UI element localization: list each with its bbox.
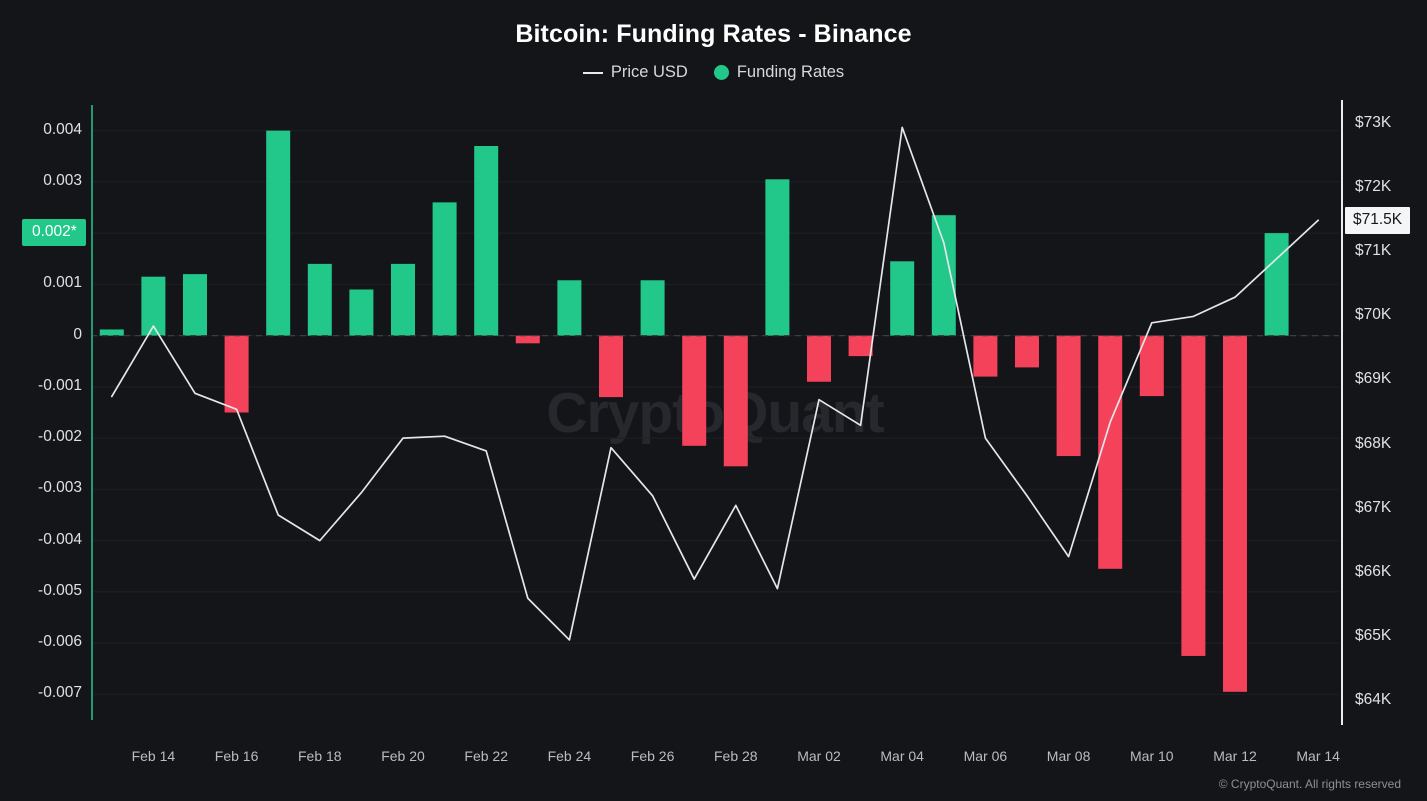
- bar-positive[interactable]: [391, 263, 415, 336]
- bar-negative[interactable]: [1181, 335, 1206, 656]
- x-axis-tick: Mar 06: [963, 748, 1008, 764]
- x-axis-tick: Mar 10: [1130, 748, 1174, 764]
- legend-label-funding-rates: Funding Rates: [736, 63, 845, 81]
- page-title: Bitcoin: Funding Rates - Binance: [515, 20, 912, 48]
- x-axis-tick: Mar 08: [1046, 748, 1091, 764]
- bar-negative[interactable]: [1015, 335, 1039, 368]
- y-axis-right-tick: $64K: [1355, 690, 1392, 708]
- y-axis-right-tick: $66K: [1355, 562, 1392, 580]
- x-axis-tick: Feb 28: [714, 748, 758, 764]
- x-axis-tick: Feb 26: [630, 748, 675, 764]
- bar-negative[interactable]: [599, 335, 623, 398]
- y-axis-right-tick: $73K: [1355, 114, 1392, 132]
- y-axis-right-tick: $65K: [1355, 626, 1392, 644]
- y-axis-left-tick: -0.007: [38, 684, 82, 702]
- bar-negative[interactable]: [515, 335, 540, 344]
- bar-positive[interactable]: [183, 274, 207, 336]
- y-axis-right-tick: $70K: [1355, 306, 1392, 324]
- y-axis-right-tick: $71K: [1355, 242, 1392, 260]
- x-axis-tick: Feb 24: [547, 748, 592, 764]
- bar-negative[interactable]: [807, 335, 831, 382]
- gridlines: [91, 130, 1339, 695]
- bar-negative[interactable]: [1139, 335, 1164, 397]
- bar-positive[interactable]: [890, 261, 915, 336]
- legend-item-funding-rates[interactable]: Funding Rates: [713, 63, 845, 82]
- legend-item-price[interactable]: Price USD: [582, 63, 688, 82]
- x-axis-tick: Feb 14: [131, 748, 176, 764]
- y-axis-left-highlight-badge[interactable]: 0.002*: [22, 219, 86, 247]
- x-axis-tick: Mar 04: [880, 748, 924, 764]
- bar-positive[interactable]: [640, 280, 665, 336]
- y-axis-left-tick: -0.002: [38, 428, 82, 446]
- y-axis-left-tick: -0.006: [38, 633, 82, 651]
- bar-positive[interactable]: [266, 130, 291, 336]
- y-axis-left-tick: 0.003: [43, 171, 82, 189]
- y-axis-right-tick: $69K: [1355, 370, 1392, 388]
- x-axis-tick: Feb 16: [214, 748, 259, 764]
- bar-negative[interactable]: [682, 335, 707, 446]
- y-axis-right-tick: $72K: [1355, 178, 1392, 196]
- chart-canvas: [91, 126, 1339, 695]
- bar-positive[interactable]: [1264, 233, 1289, 336]
- y-axis-right-tick: $68K: [1355, 434, 1392, 452]
- x-axis-tick: Feb 22: [464, 748, 508, 764]
- y-axis-left-tick: 0: [73, 325, 82, 343]
- copyright-notice: © CryptoQuant. All rights reserved: [1218, 777, 1401, 791]
- bar-positive[interactable]: [432, 202, 457, 336]
- bar-negative[interactable]: [723, 335, 748, 467]
- bar-positive[interactable]: [765, 179, 790, 336]
- plot-area[interactable]: CryptoQuant: [91, 105, 1339, 720]
- price-line-series: [110, 126, 1320, 641]
- bar-negative[interactable]: [1056, 335, 1081, 457]
- y-axis-left-line: [91, 105, 93, 720]
- y-axis-left-tick: 0.004: [43, 120, 82, 138]
- bar-negative[interactable]: [848, 335, 873, 357]
- bar-series: [99, 130, 1289, 692]
- chart-legend: Price USD Funding Rates: [0, 63, 1427, 82]
- x-axis-tick: Mar 14: [1296, 748, 1340, 764]
- x-axis-tick: Mar 02: [797, 748, 841, 764]
- y-axis-left-tick: -0.005: [38, 581, 82, 599]
- dot-marker-icon: [713, 65, 729, 80]
- bar-positive[interactable]: [474, 146, 499, 336]
- bar-positive[interactable]: [557, 280, 582, 336]
- y-axis-left-tick: -0.003: [38, 479, 82, 497]
- y-axis-left-tick: 0.001: [43, 274, 82, 292]
- bar-positive[interactable]: [307, 263, 332, 336]
- x-axis-tick: Feb 20: [381, 748, 425, 764]
- y-axis-right-line: [1341, 100, 1343, 725]
- y-axis-right-tick: $67K: [1355, 498, 1392, 516]
- legend-label-price: Price USD: [610, 63, 688, 81]
- bar-negative[interactable]: [973, 335, 998, 377]
- y-axis-left-tick: -0.004: [38, 530, 82, 548]
- bar-negative[interactable]: [1098, 335, 1123, 569]
- bar-positive[interactable]: [349, 289, 374, 336]
- line-marker-icon: [582, 71, 603, 74]
- bar-negative[interactable]: [1223, 335, 1247, 692]
- y-axis-left-tick: -0.001: [38, 376, 82, 394]
- bar-positive[interactable]: [99, 329, 124, 336]
- bar-positive[interactable]: [931, 215, 956, 336]
- y-axis-right-highlight-badge[interactable]: $71.5K: [1345, 207, 1411, 235]
- x-axis-tick: Feb 18: [298, 748, 342, 764]
- x-axis-tick: Mar 12: [1213, 748, 1257, 764]
- bar-negative[interactable]: [224, 335, 249, 413]
